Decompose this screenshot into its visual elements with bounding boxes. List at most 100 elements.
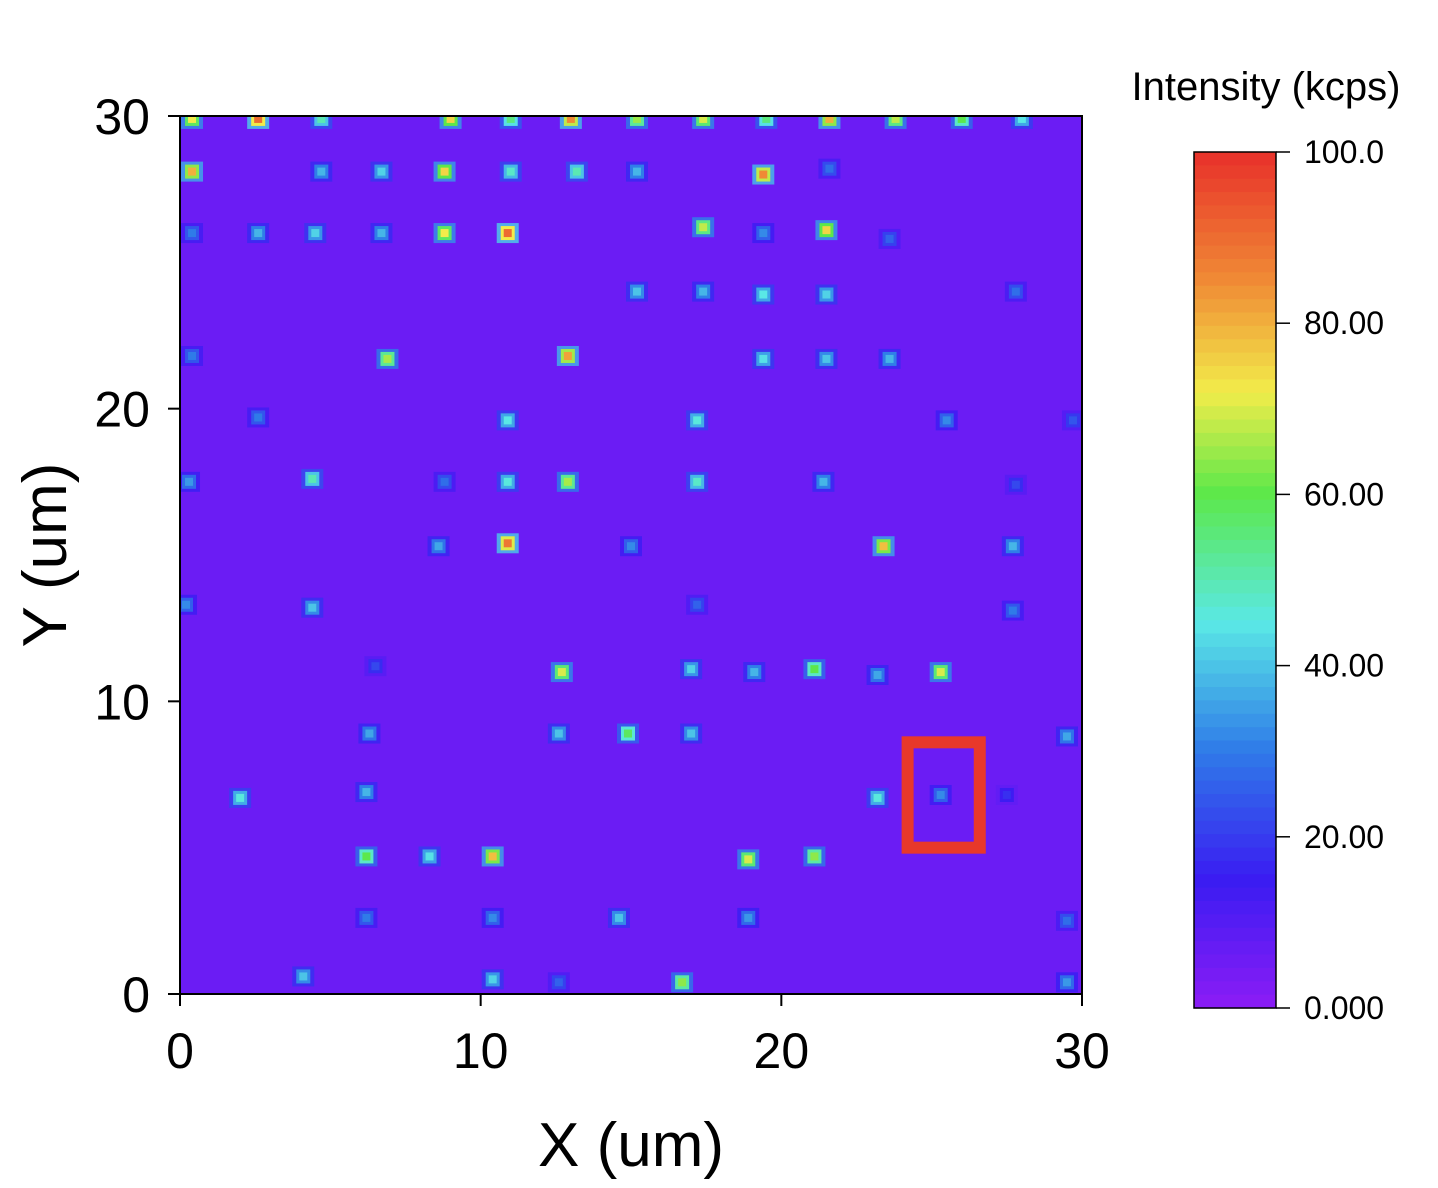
intensity-spot	[1055, 726, 1078, 747]
intensity-spot	[433, 223, 456, 244]
intensity-spot	[815, 284, 838, 305]
intensity-spot	[818, 158, 841, 179]
intensity-spot	[304, 223, 327, 244]
intensity-spot	[301, 597, 324, 618]
intensity-spot	[481, 846, 504, 867]
intensity-spot	[686, 594, 709, 615]
intensity-spot	[878, 348, 901, 369]
colorbar-frame	[1193, 151, 1277, 1009]
intensity-spot	[247, 116, 270, 129]
intensity-spot	[1055, 972, 1078, 993]
intensity-spot	[481, 969, 504, 990]
y-tick-label: 30	[94, 89, 150, 145]
intensity-spot	[752, 284, 775, 305]
intensity-spot	[433, 471, 456, 492]
intensity-spot	[929, 784, 952, 805]
intensity-spot	[433, 161, 456, 182]
intensity-spot	[935, 410, 958, 431]
intensity-spot	[1004, 474, 1027, 495]
intensity-spot	[180, 594, 198, 615]
intensity-spot	[1061, 410, 1082, 431]
intensity-spot	[815, 348, 838, 369]
intensity-spot	[755, 116, 778, 129]
intensity-spot	[872, 536, 895, 557]
colorbar-ticks: 100.0 80.00 60.00 40.00 20.00 0.000	[1276, 134, 1384, 1026]
intensity-spot	[355, 907, 378, 928]
intensity-spot	[301, 468, 324, 489]
intensity-spot	[884, 116, 907, 129]
intensity-spot	[247, 407, 270, 428]
intensity-spot	[686, 471, 709, 492]
y-tick-label: 20	[94, 382, 150, 438]
intensity-spot	[866, 787, 889, 808]
intensity-spot	[626, 281, 649, 302]
intensity-spot	[481, 907, 504, 928]
intensity-spots	[180, 116, 1082, 993]
x-tick-label: 0	[166, 1023, 194, 1079]
intensity-spot	[559, 116, 582, 129]
intensity-spot	[1055, 910, 1078, 931]
x-axis: 0 10 20 30	[166, 994, 1110, 1079]
y-tick-label: 0	[122, 967, 150, 1023]
intensity-spot	[418, 846, 441, 867]
intensity-spot	[292, 966, 315, 987]
intensity-spot	[355, 846, 378, 867]
intensity-spot	[181, 345, 204, 366]
intensity-spot	[556, 345, 579, 366]
intensity-spot	[180, 471, 201, 492]
colorbar: 100.0 80.00 60.00 40.00 20.00 0.000 Intensity…	[1132, 65, 1401, 1026]
intensity-spot	[815, 220, 838, 241]
intensity-spot	[607, 907, 630, 928]
x-tick-label: 30	[1054, 1023, 1110, 1079]
intensity-spot	[556, 471, 579, 492]
intensity-spot	[1001, 536, 1024, 557]
intensity-spot	[358, 723, 381, 744]
intensity-spot	[427, 536, 450, 557]
intensity-spot	[929, 662, 952, 683]
y-axis: 0 10 20 30	[94, 89, 180, 1023]
intensity-spot	[1001, 600, 1024, 621]
intensity-spot	[547, 972, 570, 993]
intensity-spot	[752, 164, 775, 185]
intensity-spot	[181, 223, 204, 244]
y-tick-label: 10	[94, 674, 150, 730]
intensity-spot	[752, 223, 775, 244]
colorbar-tick-label: 0.000	[1304, 990, 1384, 1026]
colorbar-tick-label: 100.0	[1304, 134, 1384, 170]
intensity-spot	[752, 348, 775, 369]
intensity-spot	[692, 116, 715, 129]
intensity-spot	[547, 723, 570, 744]
y-axis-title: Y (um)	[11, 463, 80, 648]
x-tick-label: 20	[754, 1023, 810, 1079]
intensity-spot	[680, 659, 703, 680]
x-tick-label: 10	[453, 1023, 509, 1079]
intensity-spot	[866, 664, 889, 685]
intensity-spot	[370, 223, 393, 244]
intensity-spot	[370, 161, 393, 182]
intensity-spot	[496, 410, 519, 431]
intensity-spot	[878, 228, 901, 249]
intensity-spot	[499, 161, 522, 182]
intensity-spot	[247, 223, 270, 244]
plot-frame	[179, 115, 1083, 995]
intensity-spot	[692, 217, 715, 238]
intensity-spot	[496, 533, 519, 554]
intensity-spot	[181, 161, 204, 182]
intensity-spot	[995, 784, 1018, 805]
intensity-spot	[692, 281, 715, 302]
colorbar-tick-label: 20.00	[1304, 819, 1384, 855]
intensity-spot	[812, 471, 835, 492]
intensity-spot	[743, 662, 766, 683]
intensity-spot	[181, 116, 204, 129]
intensity-spot	[1010, 116, 1033, 129]
intensity-spot	[565, 161, 588, 182]
intensity-spot	[355, 782, 378, 803]
intensity-spot	[229, 787, 252, 808]
intensity-spot	[803, 659, 826, 680]
x-axis-title: X (um)	[538, 1111, 724, 1180]
intensity-spot	[671, 972, 694, 993]
colorbar-tick-label: 80.00	[1304, 305, 1384, 341]
intensity-spot	[626, 161, 649, 182]
colorbar-tick-label: 60.00	[1304, 476, 1384, 512]
